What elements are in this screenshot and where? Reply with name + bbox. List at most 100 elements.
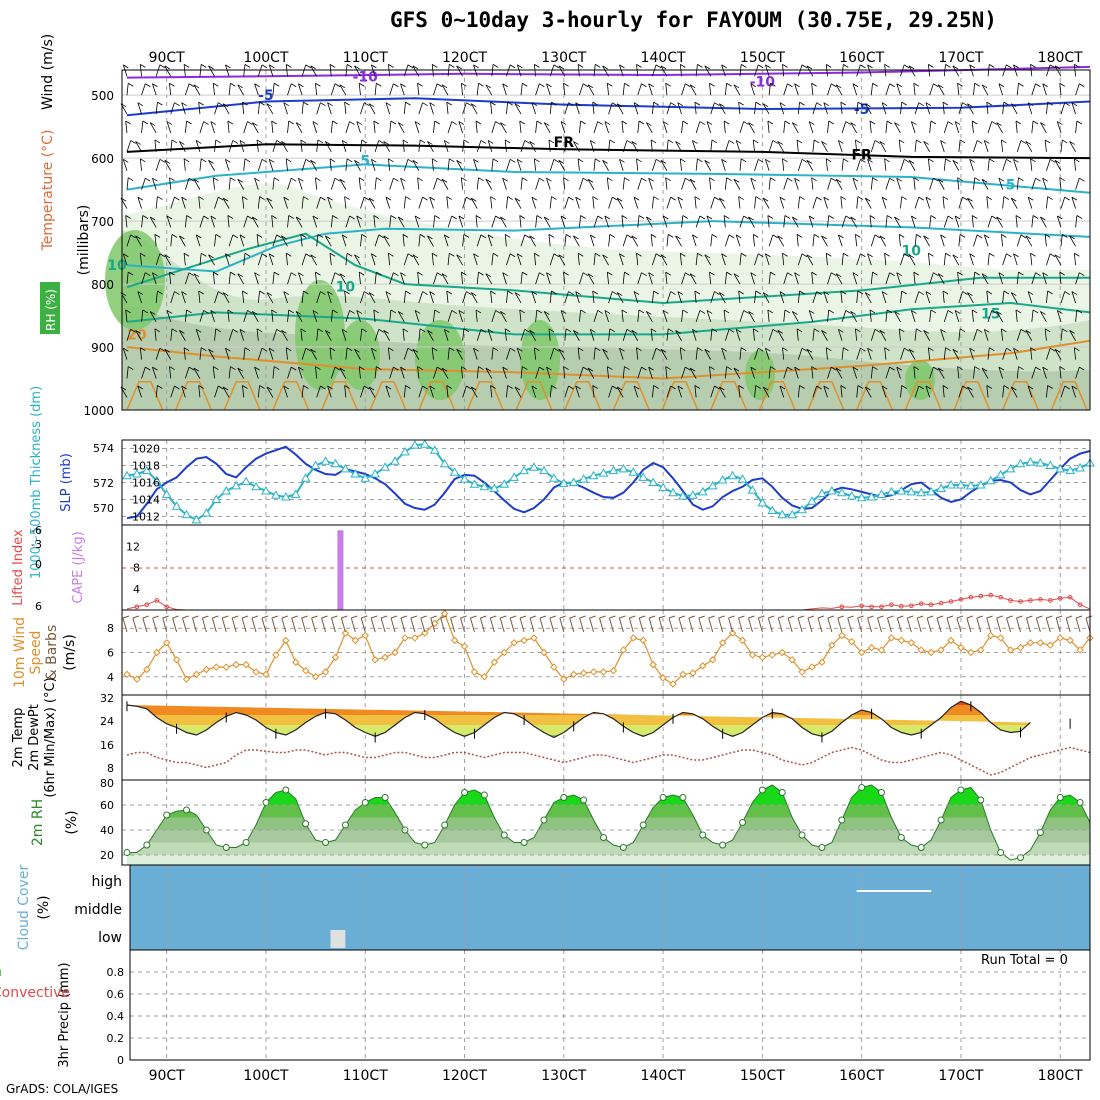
surface-isotherm-wave (1001, 380, 1040, 411)
x-tick-label-bottom: 170CT (938, 1068, 983, 1084)
wind-barb (651, 290, 655, 304)
li-marker (1018, 599, 1023, 604)
wind-barb (389, 120, 392, 134)
wind-barb-flag (237, 178, 243, 183)
wind-barb (1010, 197, 1018, 209)
wind-barb-flag (140, 252, 146, 257)
wind-barb (637, 83, 642, 96)
wind-barb-flag (959, 328, 966, 333)
thickness-marker (866, 491, 877, 501)
wind-barb (885, 83, 890, 96)
wind-barb (316, 139, 319, 152)
wind-barb-flag (1035, 366, 1041, 371)
wind-barb-flag (268, 347, 275, 352)
wind-barb-flag (490, 101, 496, 106)
wind-speed-marker (202, 665, 211, 674)
wind-barb-flag (813, 328, 820, 333)
surface-wind-barb-flag (202, 615, 209, 619)
wind-barb-flag (157, 385, 163, 389)
wind-barb (616, 197, 624, 209)
wind-barb (563, 177, 566, 190)
wind-barb-flag (400, 177, 406, 182)
wind-barb-flag (726, 271, 732, 276)
wind-barb (324, 330, 332, 341)
wind-barb (827, 309, 830, 322)
precip-label-group: 3hr Precip (mm) (57, 962, 72, 1067)
wind-barb-flag (663, 310, 669, 314)
wind-barb-flag (984, 140, 990, 144)
x-tick-label-bottom: 150CT (740, 1068, 785, 1084)
wind-barb-flag (1025, 141, 1032, 145)
wind-barb-flag (436, 366, 443, 371)
wind-barb-flag (1064, 291, 1070, 295)
wind-barb (952, 254, 960, 266)
wind-barb-flag (478, 82, 484, 87)
wind-barb (864, 197, 872, 209)
wind-barb (1042, 178, 1047, 190)
wind-barb (689, 273, 697, 285)
wind-barb (254, 272, 259, 285)
wind-barb (894, 216, 901, 228)
wind-barb-flag (646, 311, 652, 315)
wind-barb-flag (273, 366, 280, 370)
wind-barb-flag (558, 348, 565, 353)
surface-wind-barb-flag (1046, 615, 1053, 619)
wind-barb (864, 103, 872, 115)
wind-barb (491, 347, 494, 360)
wind-barb-flag (986, 290, 992, 295)
isotherm-label: FR (554, 135, 575, 151)
wind-barb (593, 253, 596, 266)
wind-barb (285, 347, 288, 360)
wind-barb (967, 197, 974, 209)
wind-barb-flag (402, 328, 409, 333)
wind-barb (184, 309, 187, 322)
wind-barb-flag (137, 196, 144, 201)
wind-speed-marker (1036, 639, 1045, 647)
rh-marker (937, 816, 945, 824)
wind-barb (181, 385, 186, 398)
wind-barb (996, 311, 1003, 323)
wind-barb (852, 178, 858, 190)
wind-barb-flag (548, 328, 555, 333)
wind-barb-flag (252, 216, 258, 221)
surface-isotherm-wave (904, 380, 942, 411)
wind-barb-flag (166, 121, 173, 125)
wind-barb (458, 310, 464, 322)
wind-barb-flag (840, 385, 847, 389)
surface-wind-barb-flag (936, 615, 944, 619)
wind-barb (1010, 292, 1018, 304)
thickness-marker (598, 468, 609, 477)
wind-barb (301, 290, 304, 304)
wind-barb-flag (398, 216, 404, 221)
wind-barb-flag (845, 121, 852, 125)
wind-barb (330, 178, 336, 190)
wind-barb-flag (908, 254, 915, 259)
wind-barb-flag (826, 64, 832, 68)
wind-barb-flag (164, 65, 170, 70)
wind-barb-flag (947, 310, 954, 314)
wind-barb-flag (587, 84, 594, 89)
wind-barb-flag (860, 253, 866, 258)
wind-barb-flag (261, 158, 268, 163)
wind-barb-flag (524, 328, 530, 333)
wind-barb-flag (546, 272, 552, 277)
wind-barb-flag (553, 64, 560, 69)
wind-speed-marker (1026, 639, 1035, 647)
wind-barb (242, 196, 245, 209)
wind-barb-flag (928, 158, 934, 163)
temp-band (122, 775, 1090, 780)
wind-barb-flag (463, 328, 470, 333)
surface-wind-barb (182, 617, 188, 633)
wind-barb-flag (1035, 177, 1041, 182)
wind-barb-flag (449, 347, 455, 352)
wind-barb (558, 254, 566, 266)
wind-barb (1002, 348, 1007, 360)
wind-barb-flag (823, 385, 829, 390)
wind-barb (491, 121, 496, 134)
wind-barb-flag (575, 196, 581, 201)
wind-barb (1027, 102, 1033, 115)
wind-barb-flag (393, 83, 399, 88)
wind-barb-flag (831, 177, 837, 182)
wind-barb (135, 330, 142, 341)
wind-barb (835, 84, 843, 96)
